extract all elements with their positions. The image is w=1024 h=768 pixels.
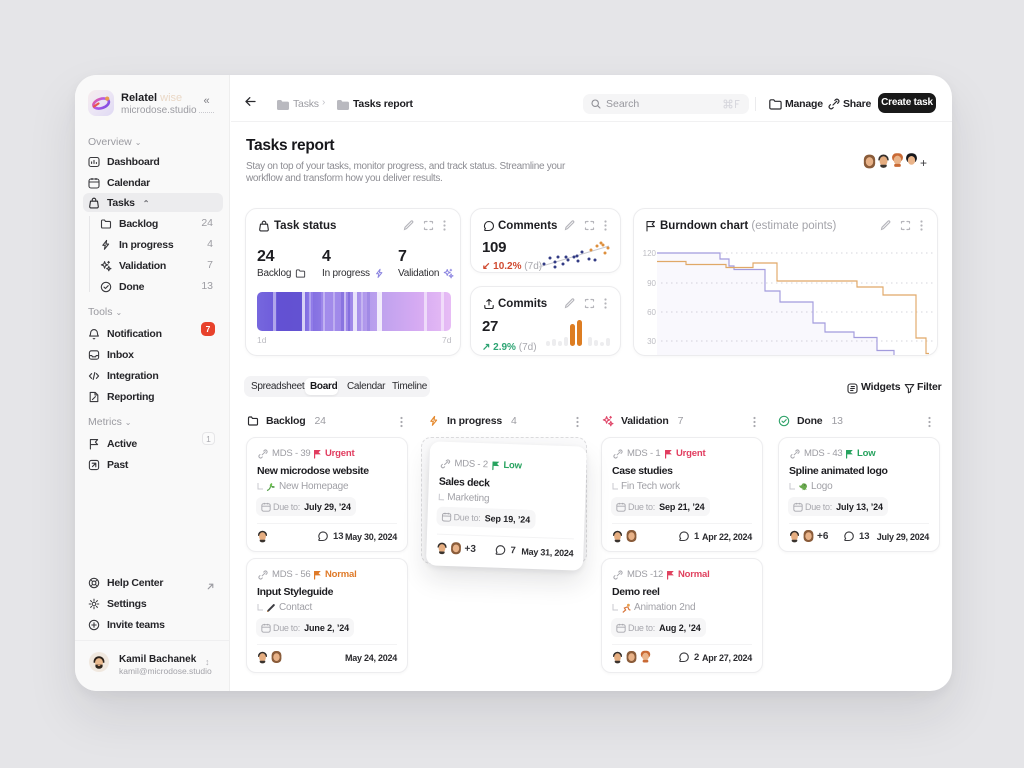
svg-text:120: 120 [643,249,657,258]
svg-text:60: 60 [647,308,656,317]
svg-text:90: 90 [647,279,656,288]
svg-text:30: 30 [647,337,656,346]
